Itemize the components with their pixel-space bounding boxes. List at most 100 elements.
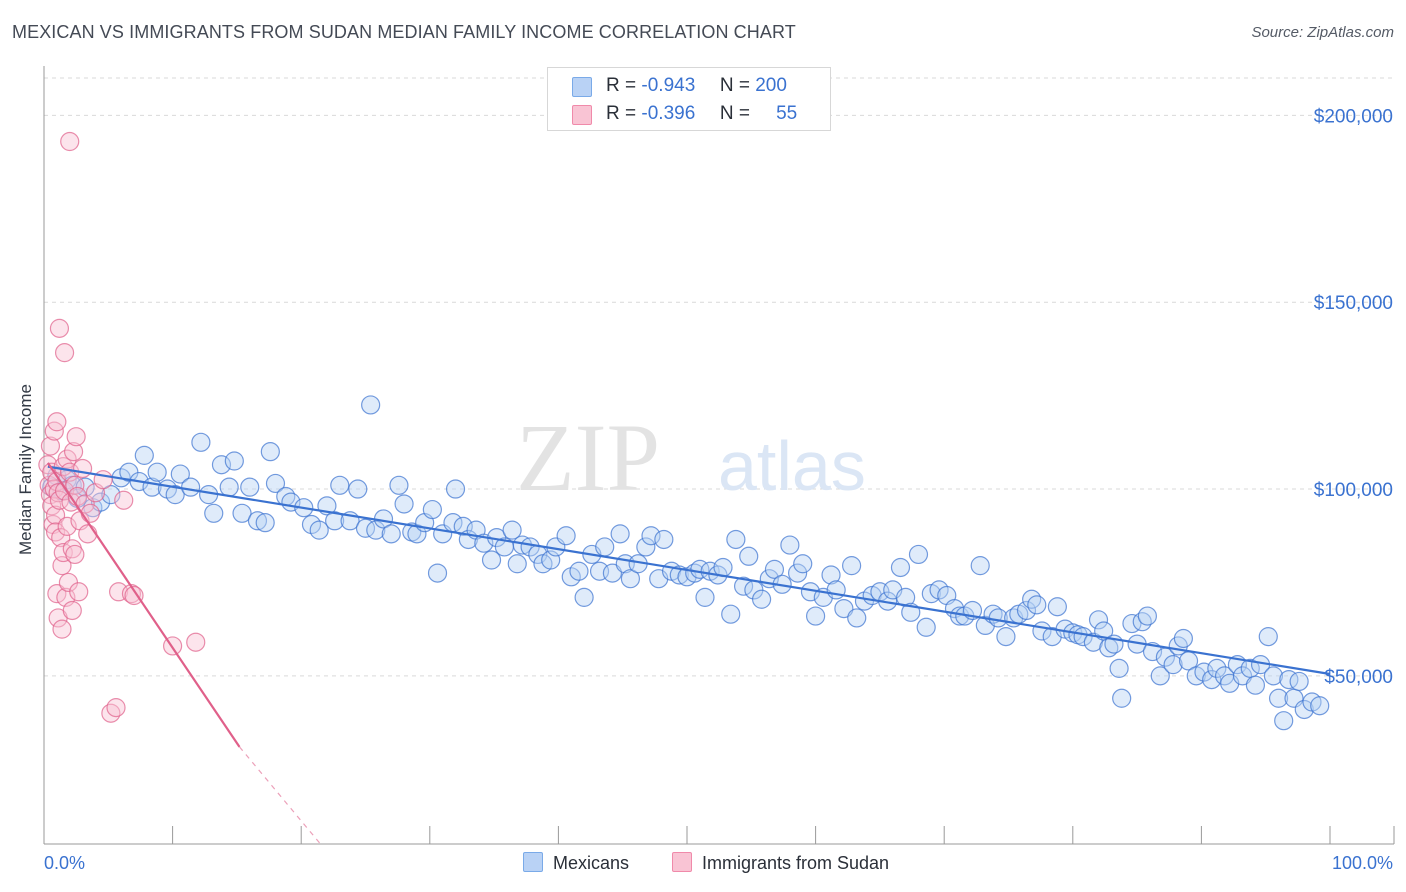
legend-r-label: R = <box>606 75 637 96</box>
mexicans-point <box>1294 699 1314 720</box>
mexicans-point <box>996 627 1016 647</box>
mexicans-point <box>204 503 224 523</box>
mexicans-point <box>610 524 630 544</box>
mexicans-point <box>260 442 280 462</box>
legend-swatch-mexicans <box>572 77 592 97</box>
mexicans-point <box>556 526 576 546</box>
mexicans-point <box>134 445 154 465</box>
mexicans-point <box>309 520 329 540</box>
legend-stats-mexicans: R = -0.943 N = 200 <box>606 75 787 97</box>
source-label: Source: ZipAtlas.com <box>1251 24 1394 41</box>
watermark: ZIP atlas <box>516 404 866 511</box>
mexicans-point <box>507 554 527 574</box>
sudan-trend-extension <box>239 746 321 845</box>
sudan-point <box>62 600 82 621</box>
mexicans-point <box>834 598 854 619</box>
mexicans-point <box>1194 662 1214 682</box>
mexicans-point <box>211 455 232 475</box>
scatter-points <box>38 131 1330 731</box>
sudan-point <box>93 470 113 490</box>
mexicans-point <box>361 395 381 415</box>
legend-swatch-sudan <box>572 105 592 125</box>
mexicans-point <box>1207 658 1227 678</box>
mexicans-point <box>181 477 201 497</box>
trend-lines <box>46 462 1331 845</box>
mexicans-point <box>481 550 502 570</box>
mexicans-point <box>569 561 589 581</box>
mexicans-point <box>1310 696 1330 716</box>
y-tick-label: $150,000 <box>1314 293 1393 314</box>
mexicans-trend-line <box>47 465 1331 676</box>
mexicans-point <box>847 608 867 628</box>
mexicans-point <box>970 556 990 576</box>
mexicans-point <box>739 546 759 566</box>
mexicans-point <box>1016 600 1037 621</box>
mexicans-point <box>1027 595 1047 615</box>
mexicans-point <box>654 529 674 550</box>
sudan-point <box>47 412 67 432</box>
gridlines <box>44 77 1394 677</box>
sudan-point <box>78 524 98 544</box>
mexicans-point <box>602 563 623 583</box>
mexicans-point <box>695 587 715 607</box>
mexicans-point <box>1150 666 1170 686</box>
mexicans-point <box>1132 612 1152 632</box>
sudan-point <box>52 619 72 639</box>
mexicans-point <box>1289 671 1309 692</box>
bottom-legend-label-sudan: Immigrants from Sudan <box>702 853 890 873</box>
mexicans-point <box>1258 627 1278 647</box>
legend-n-label: N = <box>719 75 750 96</box>
y-tick-label: $100,000 <box>1314 480 1393 501</box>
y-tick-label: $50,000 <box>1324 667 1393 688</box>
sudan-point <box>72 458 93 479</box>
bottom-legend-label-mexicans: Mexicans <box>553 853 630 873</box>
bottom-legend-swatch-mexicans <box>523 852 543 872</box>
legend-r-value-mexicans: -0.943 <box>641 75 696 96</box>
mexicans-point <box>348 479 368 499</box>
mexicans-point <box>1274 711 1294 731</box>
sudan-point <box>66 427 86 447</box>
mexicans-point <box>381 524 401 544</box>
mexicans-point <box>1173 628 1193 649</box>
mexicans-point <box>733 576 754 596</box>
mexicans-point <box>908 544 929 565</box>
mexicans-point <box>389 475 409 495</box>
mexicans-point <box>422 499 442 520</box>
sudan-point <box>40 436 61 456</box>
sudan-point <box>45 522 66 542</box>
y-tick-labels: $50,000 $100,000 $150,000 $200,000 <box>1314 106 1393 687</box>
mexicans-point <box>240 477 260 497</box>
sudan-point <box>54 343 75 363</box>
sudan-point <box>186 632 206 652</box>
mexicans-point <box>224 451 244 471</box>
sudan-point <box>124 585 144 606</box>
mexicans-point <box>232 503 252 523</box>
mexicans-point <box>1109 658 1129 678</box>
bottom-legend-sudan: Immigrants from Sudan <box>672 852 889 874</box>
mexicans-point <box>165 485 185 505</box>
sudan-point <box>69 582 89 602</box>
sudan-point <box>49 318 70 338</box>
mexicans-point <box>620 569 641 589</box>
mexicans-point <box>265 473 286 494</box>
x-tick-label-max: 100.0% <box>1331 853 1393 873</box>
chart-title: MEXICAN VS IMMIGRANTS FROM SUDAN MEDIAN … <box>12 22 796 42</box>
mexicans-point <box>394 494 414 514</box>
mexicans-point <box>1112 688 1132 708</box>
sudan-point <box>101 703 121 723</box>
sudan-point <box>106 698 126 718</box>
mexicans-point <box>1202 669 1222 690</box>
mexicans-point <box>1088 610 1109 630</box>
legend-n-value-sudan: 55 <box>776 103 798 124</box>
mexicans-point <box>787 563 808 583</box>
mexicans-point <box>255 513 275 533</box>
legend-r-value-sudan: -0.396 <box>641 103 696 124</box>
mexicans-point <box>1163 655 1183 675</box>
mexicans-point <box>636 537 656 557</box>
mexicans-point <box>1263 666 1284 686</box>
mexicans-point <box>595 537 615 557</box>
mexicans-point <box>219 477 239 497</box>
sudan-point <box>51 527 71 548</box>
mexicans-point <box>721 604 741 624</box>
mexicans-point <box>407 524 427 544</box>
